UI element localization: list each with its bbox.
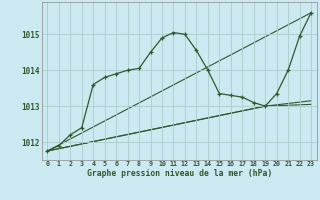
X-axis label: Graphe pression niveau de la mer (hPa): Graphe pression niveau de la mer (hPa) — [87, 169, 272, 178]
